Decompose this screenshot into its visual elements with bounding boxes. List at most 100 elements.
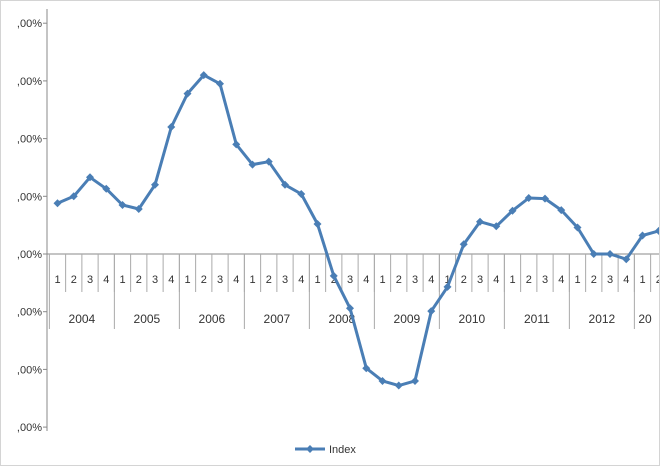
- year-label: 2005: [134, 312, 161, 326]
- quarter-label: 2: [591, 274, 597, 286]
- data-point-marker: [199, 71, 208, 80]
- quarter-label: 2: [396, 274, 402, 286]
- quarter-label: 4: [623, 274, 629, 286]
- quarter-label: 2: [266, 274, 272, 286]
- y-tick-label: ,00%: [17, 134, 42, 146]
- quarter-label: 3: [412, 274, 418, 286]
- y-tick-label: ,00%: [17, 307, 42, 319]
- quarter-label: 4: [428, 274, 434, 286]
- quarter-label: 4: [168, 274, 174, 286]
- quarter-label: 1: [54, 274, 60, 286]
- quarter-label: 1: [379, 274, 385, 286]
- y-tick-label: ,00%: [17, 422, 42, 434]
- year-label: 2010: [459, 312, 486, 326]
- quarter-label: 4: [493, 274, 499, 286]
- year-label: 2007: [264, 312, 291, 326]
- quarter-label: 3: [477, 274, 483, 286]
- quarter-label: 3: [217, 274, 223, 286]
- data-point-marker: [524, 194, 533, 203]
- data-point-marker: [654, 226, 660, 235]
- data-point-marker: [394, 381, 403, 390]
- y-tick-label: ,00%: [17, 364, 42, 376]
- quarter-label: 4: [298, 274, 304, 286]
- data-point-marker: [378, 376, 387, 385]
- quarter-label: 2: [201, 274, 207, 286]
- quarter-label: 3: [347, 274, 353, 286]
- year-label: 2006: [199, 312, 226, 326]
- data-point-marker: [86, 173, 94, 182]
- data-point-marker: [329, 271, 338, 280]
- year-label: 2012: [589, 312, 616, 326]
- data-point-marker: [281, 180, 289, 189]
- quarter-label: 2: [526, 274, 532, 286]
- y-axis-tick-labels: ,00% ,00% ,00% ,00% ,00% ,00% ,00% ,00%: [17, 18, 42, 434]
- series-line: [56, 73, 660, 388]
- data-point-marker: [589, 250, 598, 258]
- quarter-label: 1: [639, 274, 645, 286]
- axes: [43, 9, 659, 431]
- legend-marker: [306, 445, 314, 453]
- quarter-label: 3: [607, 274, 613, 286]
- y-tick-label: ,00%: [17, 191, 42, 203]
- data-point-marker: [264, 157, 273, 166]
- quarter-label: 1: [119, 274, 125, 286]
- data-point-marker: [411, 376, 419, 385]
- legend: Index: [295, 444, 356, 456]
- quarter-label: 1: [184, 274, 190, 286]
- quarter-label: 2: [656, 274, 659, 286]
- data-point-marker: [557, 206, 566, 215]
- year-label: 2008: [329, 312, 356, 326]
- series-index: [53, 71, 660, 390]
- data-point-marker: [541, 194, 549, 203]
- data-point-marker: [248, 160, 257, 169]
- data-point-marker: [167, 123, 176, 132]
- data-point-marker: [508, 206, 517, 215]
- data-point-marker: [622, 255, 631, 264]
- quarter-label: 4: [233, 274, 239, 286]
- data-point-marker: [638, 231, 647, 240]
- quarter-label: 1: [509, 274, 515, 286]
- year-label: 2009: [394, 312, 421, 326]
- data-point-marker: [606, 250, 614, 258]
- data-point-marker: [118, 200, 127, 209]
- data-point-marker: [297, 189, 306, 198]
- data-point-marker: [573, 223, 582, 232]
- quarter-label: 2: [461, 274, 467, 286]
- quarter-label: 4: [103, 274, 109, 286]
- quarter-label: 1: [444, 274, 450, 286]
- data-point-marker: [346, 304, 354, 313]
- y-tick-label: ,00%: [17, 18, 42, 30]
- data-point-marker: [69, 192, 78, 201]
- y-tick-label: ,00%: [17, 76, 42, 88]
- quarter-label: 3: [152, 274, 158, 286]
- data-point-marker: [232, 140, 241, 149]
- year-label: 2004: [69, 312, 96, 326]
- data-point-marker: [492, 222, 501, 231]
- y-tick-label: ,00%: [17, 249, 42, 261]
- legend-label: Index: [329, 444, 356, 456]
- quarter-label: 4: [558, 274, 564, 286]
- quarter-label: 2: [71, 274, 77, 286]
- quarter-label: 2: [331, 274, 337, 286]
- data-point-marker: [459, 240, 468, 249]
- quarter-label: 1: [249, 274, 255, 286]
- data-point-marker: [151, 180, 159, 189]
- quarter-label: 4: [363, 274, 369, 286]
- year-label: 2011: [524, 312, 550, 326]
- data-point-marker: [183, 89, 192, 98]
- data-point-marker: [216, 79, 224, 88]
- data-point-marker: [362, 364, 371, 373]
- data-point-marker: [134, 204, 143, 213]
- quarter-label: 2: [136, 274, 142, 286]
- data-point-marker: [443, 282, 452, 291]
- quarter-label: 1: [574, 274, 580, 286]
- data-point-marker: [313, 219, 322, 228]
- data-point-marker: [476, 217, 484, 226]
- quarter-label: 3: [87, 274, 93, 286]
- data-point-marker: [53, 199, 62, 208]
- year-label: 20: [638, 312, 652, 326]
- data-point-marker: [102, 184, 111, 193]
- quarter-label: 3: [282, 274, 288, 286]
